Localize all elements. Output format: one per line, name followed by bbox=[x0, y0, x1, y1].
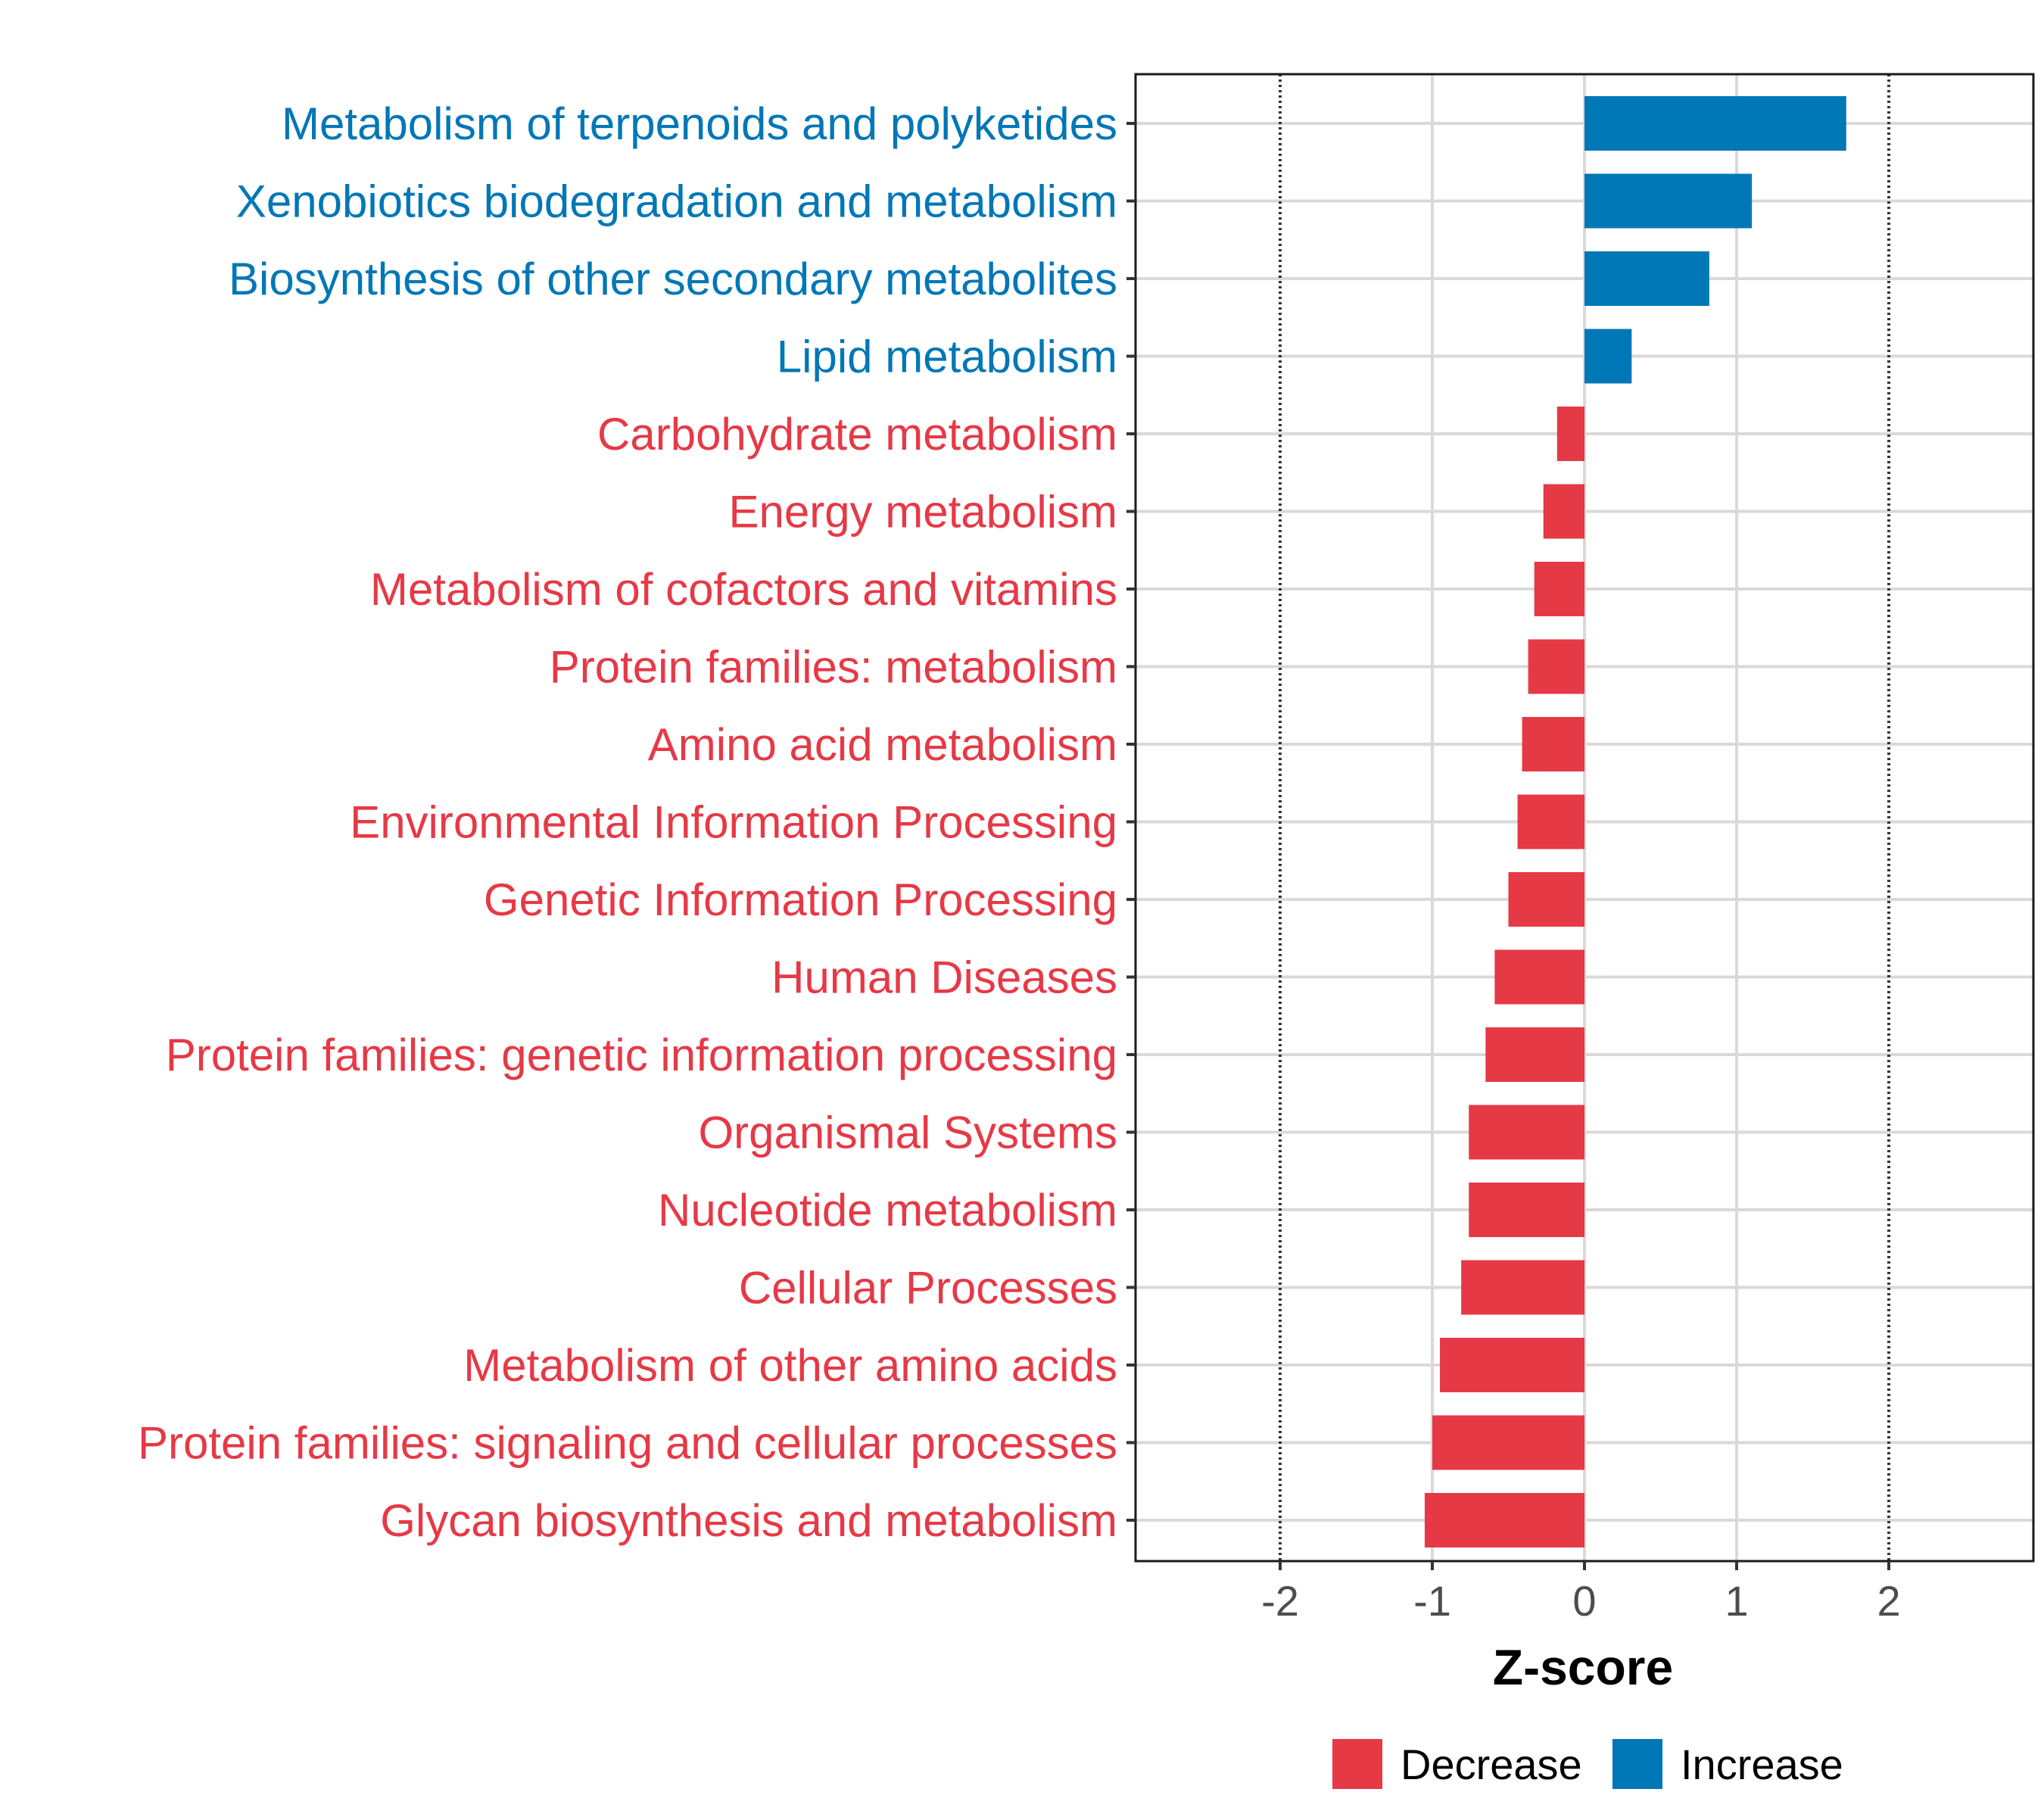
bar-metabolism-of-terpenoids-and-polyketides bbox=[1584, 96, 1846, 151]
bar-environmental-information-processing bbox=[1517, 794, 1584, 849]
bar-organismal-systems bbox=[1469, 1105, 1584, 1160]
legend-label-decrease: Decrease bbox=[1401, 1741, 1582, 1788]
category-label: Xenobiotics biodegradation and metabolis… bbox=[236, 176, 1117, 227]
category-label: Metabolism of terpenoids and polyketides bbox=[282, 98, 1117, 149]
x-tick-label: -2 bbox=[1261, 1577, 1299, 1625]
category-label: Human Diseases bbox=[771, 952, 1117, 1003]
x-tick-label: 1 bbox=[1725, 1577, 1748, 1625]
y-axis-ticks bbox=[1126, 122, 1136, 1522]
bar-genetic-information-processing bbox=[1508, 872, 1584, 927]
x-tick-label: 2 bbox=[1877, 1577, 1900, 1625]
legend: Decrease Increase bbox=[1332, 1739, 1843, 1789]
category-label: Genetic Information Processing bbox=[484, 874, 1117, 925]
bar-carbohydrate-metabolism bbox=[1556, 407, 1584, 461]
category-label: Protein families: metabolism bbox=[550, 642, 1117, 693]
bar-protein-families-metabolism bbox=[1528, 639, 1584, 694]
bar-lipid-metabolism bbox=[1584, 329, 1632, 384]
bar-metabolism-of-cofactors-and-vitamins bbox=[1534, 562, 1584, 616]
x-axis-ticks bbox=[1278, 1561, 1891, 1570]
x-axis-tick-labels: -2 -1 0 1 2 bbox=[1261, 1577, 1901, 1625]
category-label: Lipid metabolism bbox=[777, 332, 1117, 382]
category-label: Protein families: genetic information pr… bbox=[166, 1030, 1117, 1080]
category-label: Organismal Systems bbox=[699, 1108, 1117, 1158]
bar-glycan-biosynthesis-and-metabolism bbox=[1424, 1493, 1584, 1547]
category-label: Biosynthesis of other secondary metaboli… bbox=[229, 254, 1117, 304]
legend-key-decrease bbox=[1332, 1739, 1382, 1789]
x-axis-title: Z-score bbox=[1493, 1639, 1673, 1695]
y-axis-labels: Metabolism of terpenoids and polyketides… bbox=[138, 98, 1117, 1546]
bar-xenobiotics-biodegradation-and-metabolism bbox=[1584, 173, 1753, 229]
legend-label-increase: Increase bbox=[1681, 1741, 1843, 1788]
category-label: Metabolism of cofactors and vitamins bbox=[370, 564, 1117, 615]
bar-human-diseases bbox=[1494, 949, 1584, 1005]
bar-protein-families-signaling-and-cellular-processes bbox=[1432, 1415, 1584, 1470]
category-label: Cellular Processes bbox=[739, 1263, 1117, 1314]
legend-key-increase bbox=[1612, 1739, 1662, 1789]
x-tick-label: -1 bbox=[1413, 1577, 1451, 1625]
reference-lines bbox=[1278, 74, 1891, 1561]
bar-nucleotide-metabolism bbox=[1469, 1183, 1584, 1237]
category-label: Environmental Information Processing bbox=[350, 797, 1117, 848]
bar-metabolism-of-other-amino-acids bbox=[1440, 1338, 1584, 1392]
bar-energy-metabolism bbox=[1543, 484, 1584, 539]
category-label: Nucleotide metabolism bbox=[658, 1185, 1117, 1236]
bar-cellular-processes bbox=[1461, 1260, 1584, 1315]
category-label: Protein families: signaling and cellular… bbox=[138, 1418, 1117, 1469]
category-label: Metabolism of other amino acids bbox=[463, 1340, 1117, 1391]
bar-amino-acid-metabolism bbox=[1522, 717, 1584, 771]
category-label: Amino acid metabolism bbox=[648, 719, 1117, 770]
bar-biosynthesis-of-other-secondary-metabolites bbox=[1584, 251, 1709, 306]
bar-protein-families-genetic-information-processing bbox=[1485, 1027, 1584, 1082]
bars bbox=[1424, 96, 1846, 1547]
category-label: Glycan biosynthesis and metabolism bbox=[380, 1495, 1117, 1546]
category-label: Carbohydrate metabolism bbox=[597, 409, 1117, 460]
x-tick-label: 0 bbox=[1572, 1577, 1596, 1625]
category-label: Energy metabolism bbox=[728, 487, 1117, 538]
